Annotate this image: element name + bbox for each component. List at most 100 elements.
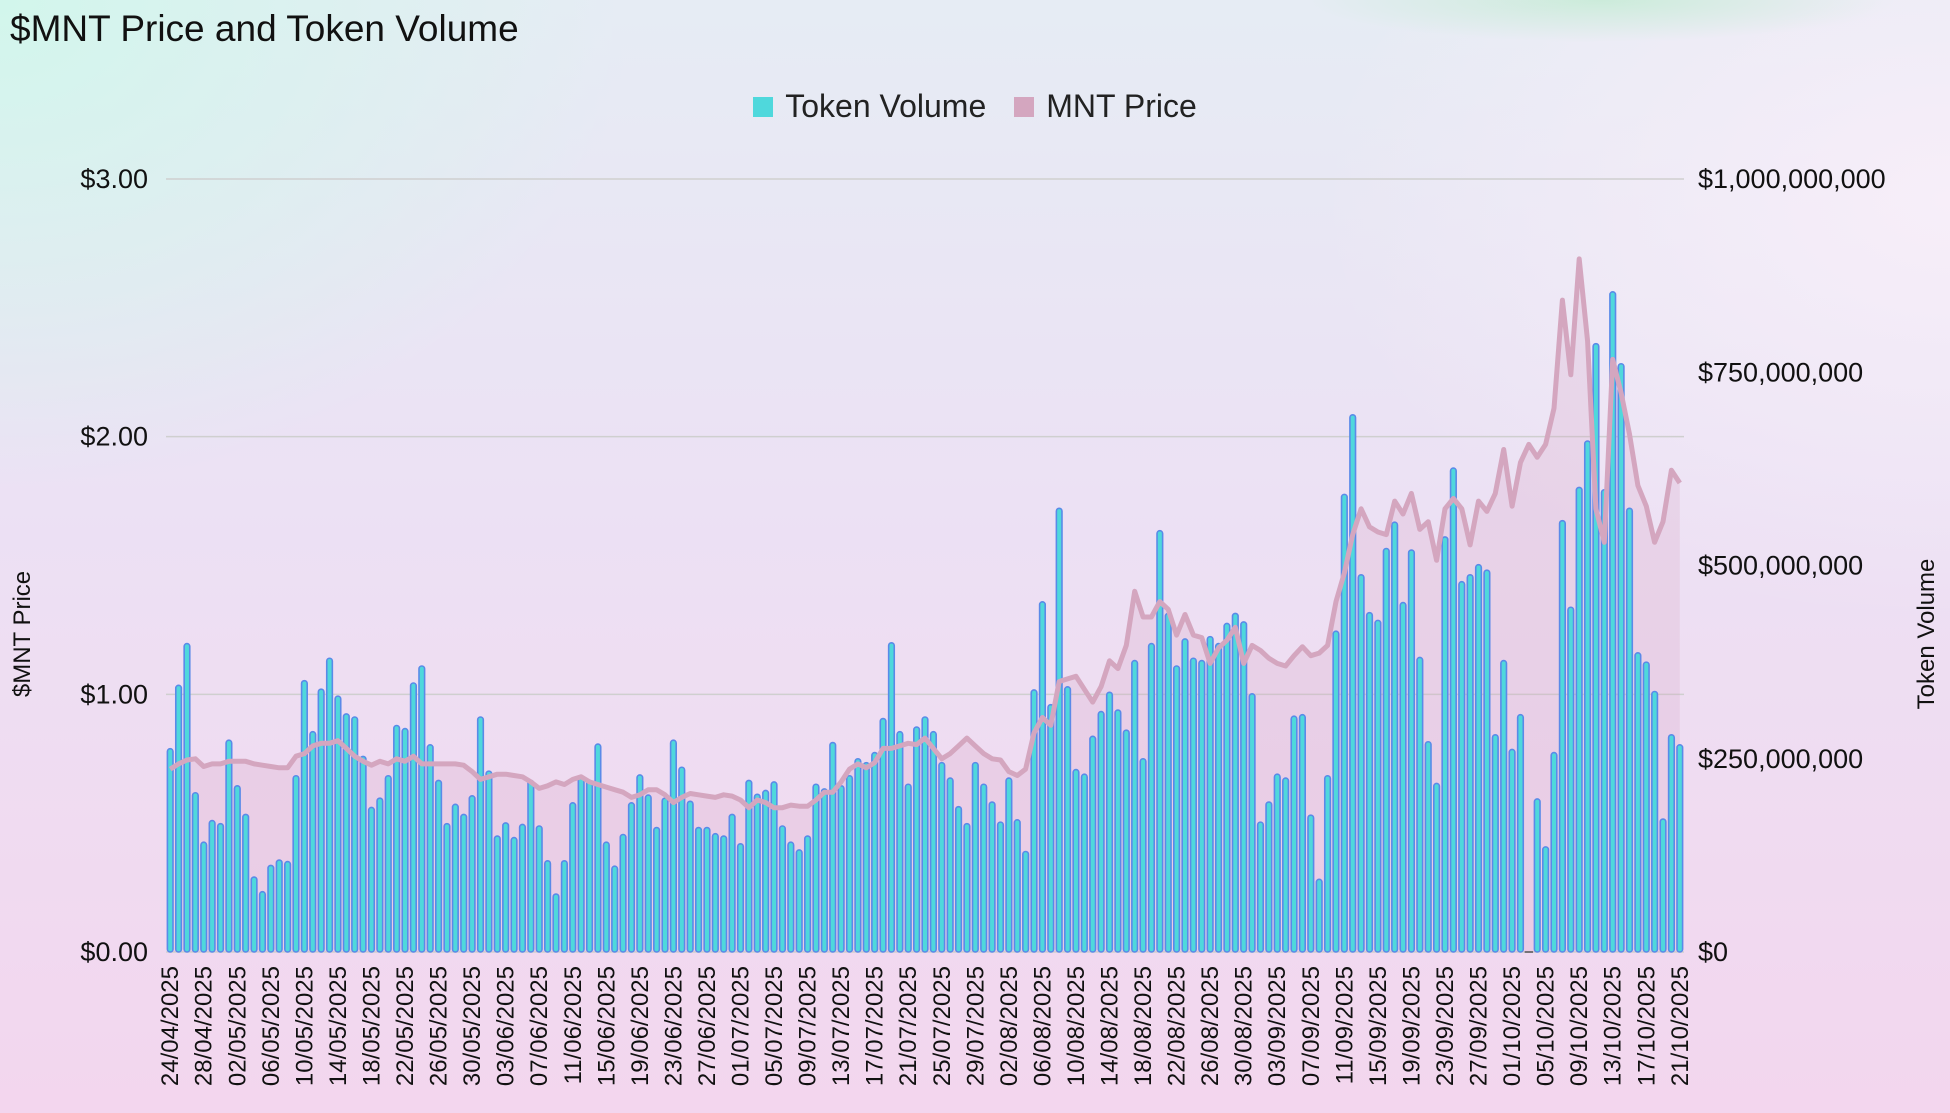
volume-bar: [1231, 612, 1239, 953]
volume-bar: [1357, 573, 1365, 953]
volume-bar: [1483, 569, 1491, 953]
volume-bar: [426, 744, 434, 953]
volume-bar: [1282, 777, 1290, 953]
volume-bar: [812, 783, 820, 953]
left-axis-ticks: $0.00 $1.00 $2.00 $3.00: [80, 164, 148, 967]
volume-bar: [1441, 536, 1449, 953]
volume-bar: [1097, 710, 1105, 953]
volume-bar: [1273, 773, 1281, 953]
volume-bar: [1416, 656, 1424, 953]
volume-bar: [1516, 713, 1525, 953]
right-axis-ticks: $0 $250,000,000 $500,000,000 $750,000,000 $1…: [1698, 164, 1886, 967]
volume-bar: [1181, 638, 1189, 953]
volume-bar: [174, 684, 183, 953]
x-tick-label: 06/08/2025: [1029, 966, 1056, 1086]
volume-bar: [292, 774, 300, 953]
volume-bar: [393, 724, 401, 953]
volume-bar: [644, 794, 652, 953]
volume-bar: [1332, 630, 1340, 953]
x-tick-label: 11/09/2025: [1331, 966, 1358, 1084]
volume-bar: [1349, 413, 1357, 953]
volume-bar: [703, 826, 711, 953]
volume-bar: [686, 800, 694, 953]
volume-bar: [636, 774, 644, 953]
volume-bar: [1105, 691, 1114, 953]
volume-bar: [1156, 529, 1164, 953]
volume-bar: [1533, 798, 1541, 953]
volume-bar: [1600, 488, 1608, 953]
legend-swatch-mnt-price: [1014, 96, 1035, 117]
x-tick-label: 03/09/2025: [1264, 966, 1291, 1086]
volume-bar: [510, 836, 518, 953]
volume-bar: [1298, 713, 1307, 953]
volume-bar: [1147, 642, 1156, 953]
volume-bar: [1030, 689, 1038, 953]
volume-bar: [1223, 622, 1231, 953]
volume-bar: [1500, 659, 1508, 953]
volume-bar: [1114, 709, 1122, 953]
volume-bar: [803, 835, 812, 953]
x-tick-label: 30/05/2025: [459, 966, 486, 1086]
volume-bar: [1474, 563, 1483, 953]
volume-bar: [1449, 467, 1457, 953]
volume-bar: [1173, 665, 1181, 953]
volume-bars: [166, 291, 1684, 953]
volume-bar: [409, 682, 418, 953]
volume-bar: [929, 730, 937, 953]
volume-bar: [1617, 362, 1625, 953]
x-tick-label: 02/08/2025: [996, 966, 1023, 1086]
legend-label-mnt-price: MNT Price: [1046, 88, 1197, 124]
volume-bar: [736, 842, 745, 953]
volume-bar: [527, 779, 535, 953]
volume-bar: [1089, 735, 1097, 953]
volume-bar: [988, 801, 996, 953]
x-tick-label: 22/05/2025: [392, 966, 419, 1086]
legend-item-token-volume[interactable]: Token Volume: [753, 88, 986, 125]
volume-bar: [325, 657, 334, 953]
volume-bar: [1047, 703, 1055, 953]
x-tick-label: 09/10/2025: [1566, 966, 1593, 1086]
volume-bar: [938, 761, 946, 953]
volume-bar: [1567, 606, 1575, 953]
volume-bar: [627, 802, 636, 953]
x-tick-label: 25/07/2025: [929, 966, 956, 1086]
volume-bar: [963, 822, 971, 953]
legend-item-mnt-price[interactable]: MNT Price: [1014, 88, 1197, 125]
volume-bar: [653, 826, 661, 953]
volume-bar: [334, 695, 342, 953]
price-line: [168, 256, 1682, 811]
x-tick-label: 10/05/2025: [291, 966, 318, 1086]
x-tick-label: 02/05/2025: [224, 966, 251, 1086]
volume-bar: [1340, 493, 1348, 953]
right-axis-title: Token Volume: [1913, 559, 1940, 710]
volume-bar: [476, 716, 485, 953]
volume-bar: [711, 832, 719, 953]
volume-bar: [1013, 819, 1021, 953]
x-tick-label: 01/10/2025: [1499, 966, 1526, 1086]
x-tick-label: 19/06/2025: [627, 966, 654, 1086]
volume-bar: [728, 813, 736, 953]
volume-bar: [1407, 549, 1416, 953]
right-tick-label: $500,000,000: [1698, 551, 1863, 581]
x-tick-label: 06/05/2025: [258, 966, 285, 1086]
legend-label-token-volume: Token Volume: [785, 88, 987, 124]
x-tick-label: 26/05/2025: [426, 966, 453, 1086]
left-tick-label: $2.00: [80, 422, 148, 452]
x-tick-label: 21/10/2025: [1667, 966, 1694, 1086]
volume-bar: [862, 761, 870, 953]
volume-bar: [1365, 611, 1374, 953]
volume-bar: [1382, 547, 1390, 953]
volume-bar: [762, 789, 770, 953]
volume-bar: [1265, 801, 1273, 953]
volume-bar: [602, 841, 610, 953]
volume-bar: [443, 822, 451, 953]
volume-bar: [879, 717, 887, 953]
volume-bar: [854, 757, 862, 953]
left-tick-label: $1.00: [80, 679, 148, 709]
x-tick-label: 18/08/2025: [1130, 966, 1157, 1086]
volume-bar: [904, 783, 912, 953]
volume-bar: [1659, 818, 1667, 953]
x-tick-label: 22/08/2025: [1164, 966, 1191, 1086]
volume-bar: [829, 741, 837, 953]
